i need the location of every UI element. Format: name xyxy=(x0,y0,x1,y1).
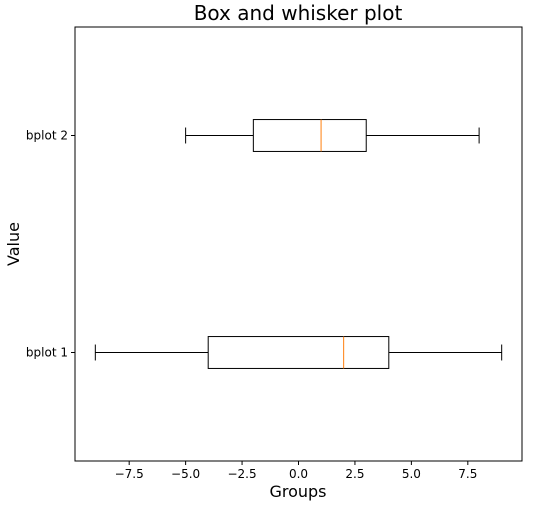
chart-title: Box and whisker plot xyxy=(194,1,403,25)
x-tick-label: 2.5 xyxy=(345,467,364,481)
y-axis-label: Value xyxy=(4,222,23,266)
iqr-box xyxy=(207,336,390,369)
box-plot-group xyxy=(94,119,503,369)
x-tick-label: 7.5 xyxy=(458,467,477,481)
x-tick-label: −5.0 xyxy=(171,467,200,481)
iqr-box xyxy=(252,119,367,152)
y-tick-label: bplot 1 xyxy=(26,346,68,360)
box-plot-1 xyxy=(94,336,503,369)
y-axis-ticks: bplot 1 bplot 2 xyxy=(26,129,75,360)
x-tick-label: −7.5 xyxy=(115,467,144,481)
x-axis-ticks: −7.5 −5.0 −2.5 0.0 2.5 5.0 7.5 xyxy=(115,461,477,481)
plot-area-frame xyxy=(74,26,523,462)
x-tick-label: 0.0 xyxy=(289,467,308,481)
y-tick-label: bplot 2 xyxy=(26,129,68,143)
x-tick-label: −2.5 xyxy=(227,467,256,481)
x-axis-label: Groups xyxy=(269,482,326,501)
x-tick-label: 5.0 xyxy=(402,467,421,481)
box-plot-2 xyxy=(185,119,480,152)
